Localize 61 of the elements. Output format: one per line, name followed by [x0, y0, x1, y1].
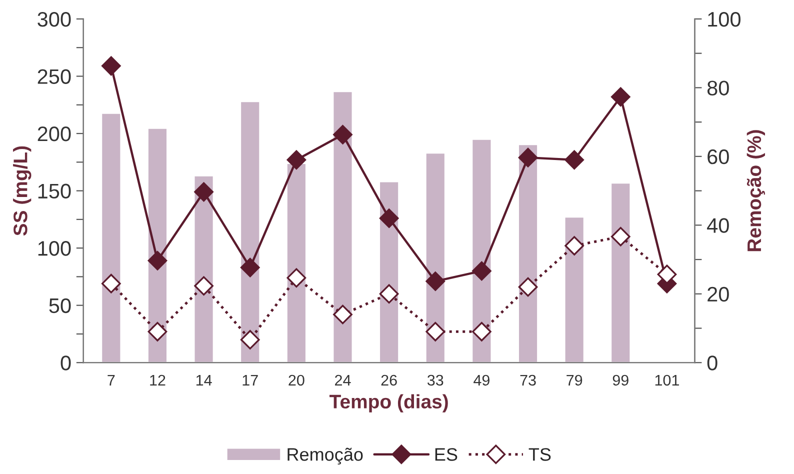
x-tick-label: 12 [150, 374, 166, 386]
legend-label: TS [528, 448, 551, 461]
point [610, 226, 630, 246]
point [286, 150, 306, 170]
point [333, 304, 352, 324]
x-tick-label: 49 [474, 374, 490, 386]
x-tick-label: 73 [520, 374, 536, 386]
bar [100, 112, 122, 363]
point [240, 258, 260, 278]
x-axis-title: Tempo (dias) [330, 394, 448, 412]
point [148, 250, 168, 270]
y-tick-label: 50 [49, 298, 71, 314]
y-tick-label: 0 [60, 356, 71, 370]
bar [332, 90, 354, 363]
point [610, 87, 630, 107]
x-tick-label: 26 [381, 374, 397, 386]
y2-tick-label: 60 [708, 149, 729, 164]
x-tick-label: 99 [612, 374, 628, 386]
point [379, 208, 399, 228]
point [240, 330, 260, 350]
y-tick-label: 250 [38, 69, 71, 84]
y-tick-label: 300 [38, 12, 71, 27]
x-tick-label: 24 [335, 374, 351, 386]
point [333, 124, 352, 144]
point [286, 268, 306, 288]
y2-tick-label: 0 [707, 356, 718, 370]
point [379, 284, 399, 304]
y-tick-label: 100 [38, 241, 71, 256]
y2-tick-label: 100 [708, 12, 740, 27]
point [518, 148, 538, 168]
y2-tick-label: 20 [708, 286, 729, 302]
x-tick-label: 14 [196, 374, 212, 386]
point [564, 150, 584, 170]
point [148, 322, 168, 342]
point [472, 261, 492, 281]
point [101, 56, 121, 76]
y-tick-label: 200 [38, 126, 71, 142]
point [518, 277, 538, 297]
x-tick-label: 79 [566, 374, 582, 386]
bar [564, 216, 585, 363]
y2-axis-title: Remoção (%) [746, 130, 765, 252]
x-tick-label: 20 [288, 374, 304, 386]
x-tick-label: 33 [427, 374, 444, 386]
legend-label: ES [435, 448, 458, 461]
point [426, 272, 446, 291]
y-axis-title: SS (mg/L) [13, 146, 32, 236]
point [426, 322, 446, 342]
x-tick-label: 101 [655, 374, 679, 386]
y2-tick-label: 80 [707, 80, 729, 96]
point [472, 322, 492, 342]
point [194, 276, 214, 296]
point [564, 236, 584, 256]
point [194, 182, 214, 202]
x-tick-label: 17 [242, 374, 258, 386]
point [101, 274, 121, 294]
y-tick-label: 150 [38, 184, 71, 199]
bar [286, 162, 307, 363]
legend-label: Remoção [288, 448, 363, 464]
y2-tick-label: 40 [707, 218, 729, 233]
bar [610, 182, 632, 363]
x-tick-label: 7 [108, 374, 115, 386]
